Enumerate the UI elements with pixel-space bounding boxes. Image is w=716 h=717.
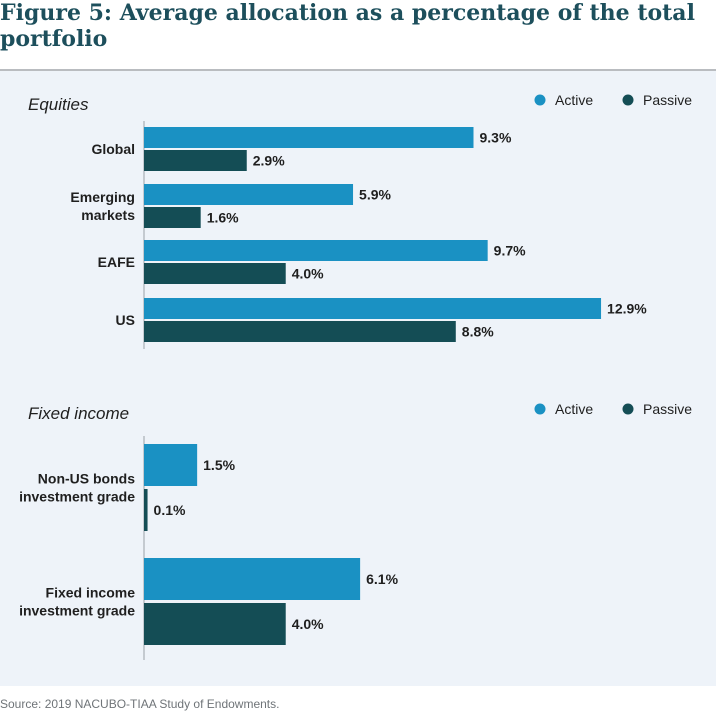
equities-bar-active-3	[144, 298, 602, 319]
fixed-income-section-title: Fixed income	[28, 404, 129, 423]
equities-data-label-active-3: 12.9%	[607, 301, 647, 317]
fixed-income-data-label-active-0: 1.5%	[203, 457, 235, 473]
equities-bar-active-2	[144, 240, 488, 261]
equities-bar-passive-2	[144, 263, 286, 284]
chart-panel: Equities Active Passive 9.3% 2.9% Global 5.9% 1…	[0, 69, 716, 686]
fixed-income-bar-passive-0	[144, 489, 148, 531]
equities-bar-active-0	[144, 127, 474, 148]
equities-category-label-3: US	[116, 312, 135, 328]
fixed-income-legend-label-active: Active	[555, 401, 593, 417]
equities-data-label-passive-2: 4.0%	[292, 266, 324, 282]
equities-data-label-active-2: 9.7%	[494, 243, 526, 259]
equities-section-title: Equities	[28, 95, 89, 114]
equities-data-label-passive-3: 8.8%	[462, 324, 494, 340]
equities-legend-swatch-passive	[622, 94, 634, 106]
fixed-income-category-label-0-line-1: investment grade	[19, 489, 135, 505]
equities-data-label-active-0: 9.3%	[479, 130, 511, 146]
fixed-income-bar-passive-1	[144, 603, 286, 645]
equities-data-label-active-1: 5.9%	[359, 187, 391, 203]
fixed-income-data-label-passive-0: 0.1%	[154, 502, 186, 518]
equities-category-label-1-line-1: markets	[81, 207, 135, 223]
fixed-income-category-label-1-line-0: Fixed income	[46, 585, 136, 601]
equities-data-label-passive-0: 2.9%	[253, 153, 285, 169]
source-note: Source: 2019 NACUBO-TIAA Study of Endowm…	[0, 697, 280, 711]
fixed-income-legend-swatch-active	[534, 403, 546, 415]
equities-legend-swatch-active	[534, 94, 546, 106]
fixed-income-legend-label-passive: Passive	[643, 401, 692, 417]
fixed-income-bar-active-0	[144, 444, 198, 486]
allocation-chart: Equities Active Passive 9.3% 2.9% Global 5.9% 1…	[19, 92, 692, 660]
fixed-income-data-label-active-1: 6.1%	[366, 571, 398, 587]
fixed-income-bar-active-1	[144, 558, 361, 600]
figure-title: Figure 5: Average allocation as a percen…	[0, 0, 695, 52]
equities-legend-label-passive: Passive	[643, 92, 692, 108]
fixed-income-legend-swatch-passive	[622, 403, 634, 415]
equities-category-label-1-line-0: Emerging	[70, 189, 135, 205]
equities-category-label-2: EAFE	[98, 254, 135, 270]
equities-category-label-0: Global	[91, 141, 135, 157]
fixed-income-category-label-0-line-0: Non-US bonds	[38, 471, 135, 487]
equities-legend-label-active: Active	[555, 92, 593, 108]
equities-bar-passive-3	[144, 321, 456, 342]
equities-data-label-passive-1: 1.6%	[207, 210, 239, 226]
fixed-income-data-label-passive-1: 4.0%	[292, 616, 324, 632]
equities-bar-passive-1	[144, 207, 201, 228]
equities-bar-passive-0	[144, 150, 247, 171]
equities-bar-active-1	[144, 184, 354, 205]
fixed-income-category-label-1-line-1: investment grade	[19, 603, 135, 619]
